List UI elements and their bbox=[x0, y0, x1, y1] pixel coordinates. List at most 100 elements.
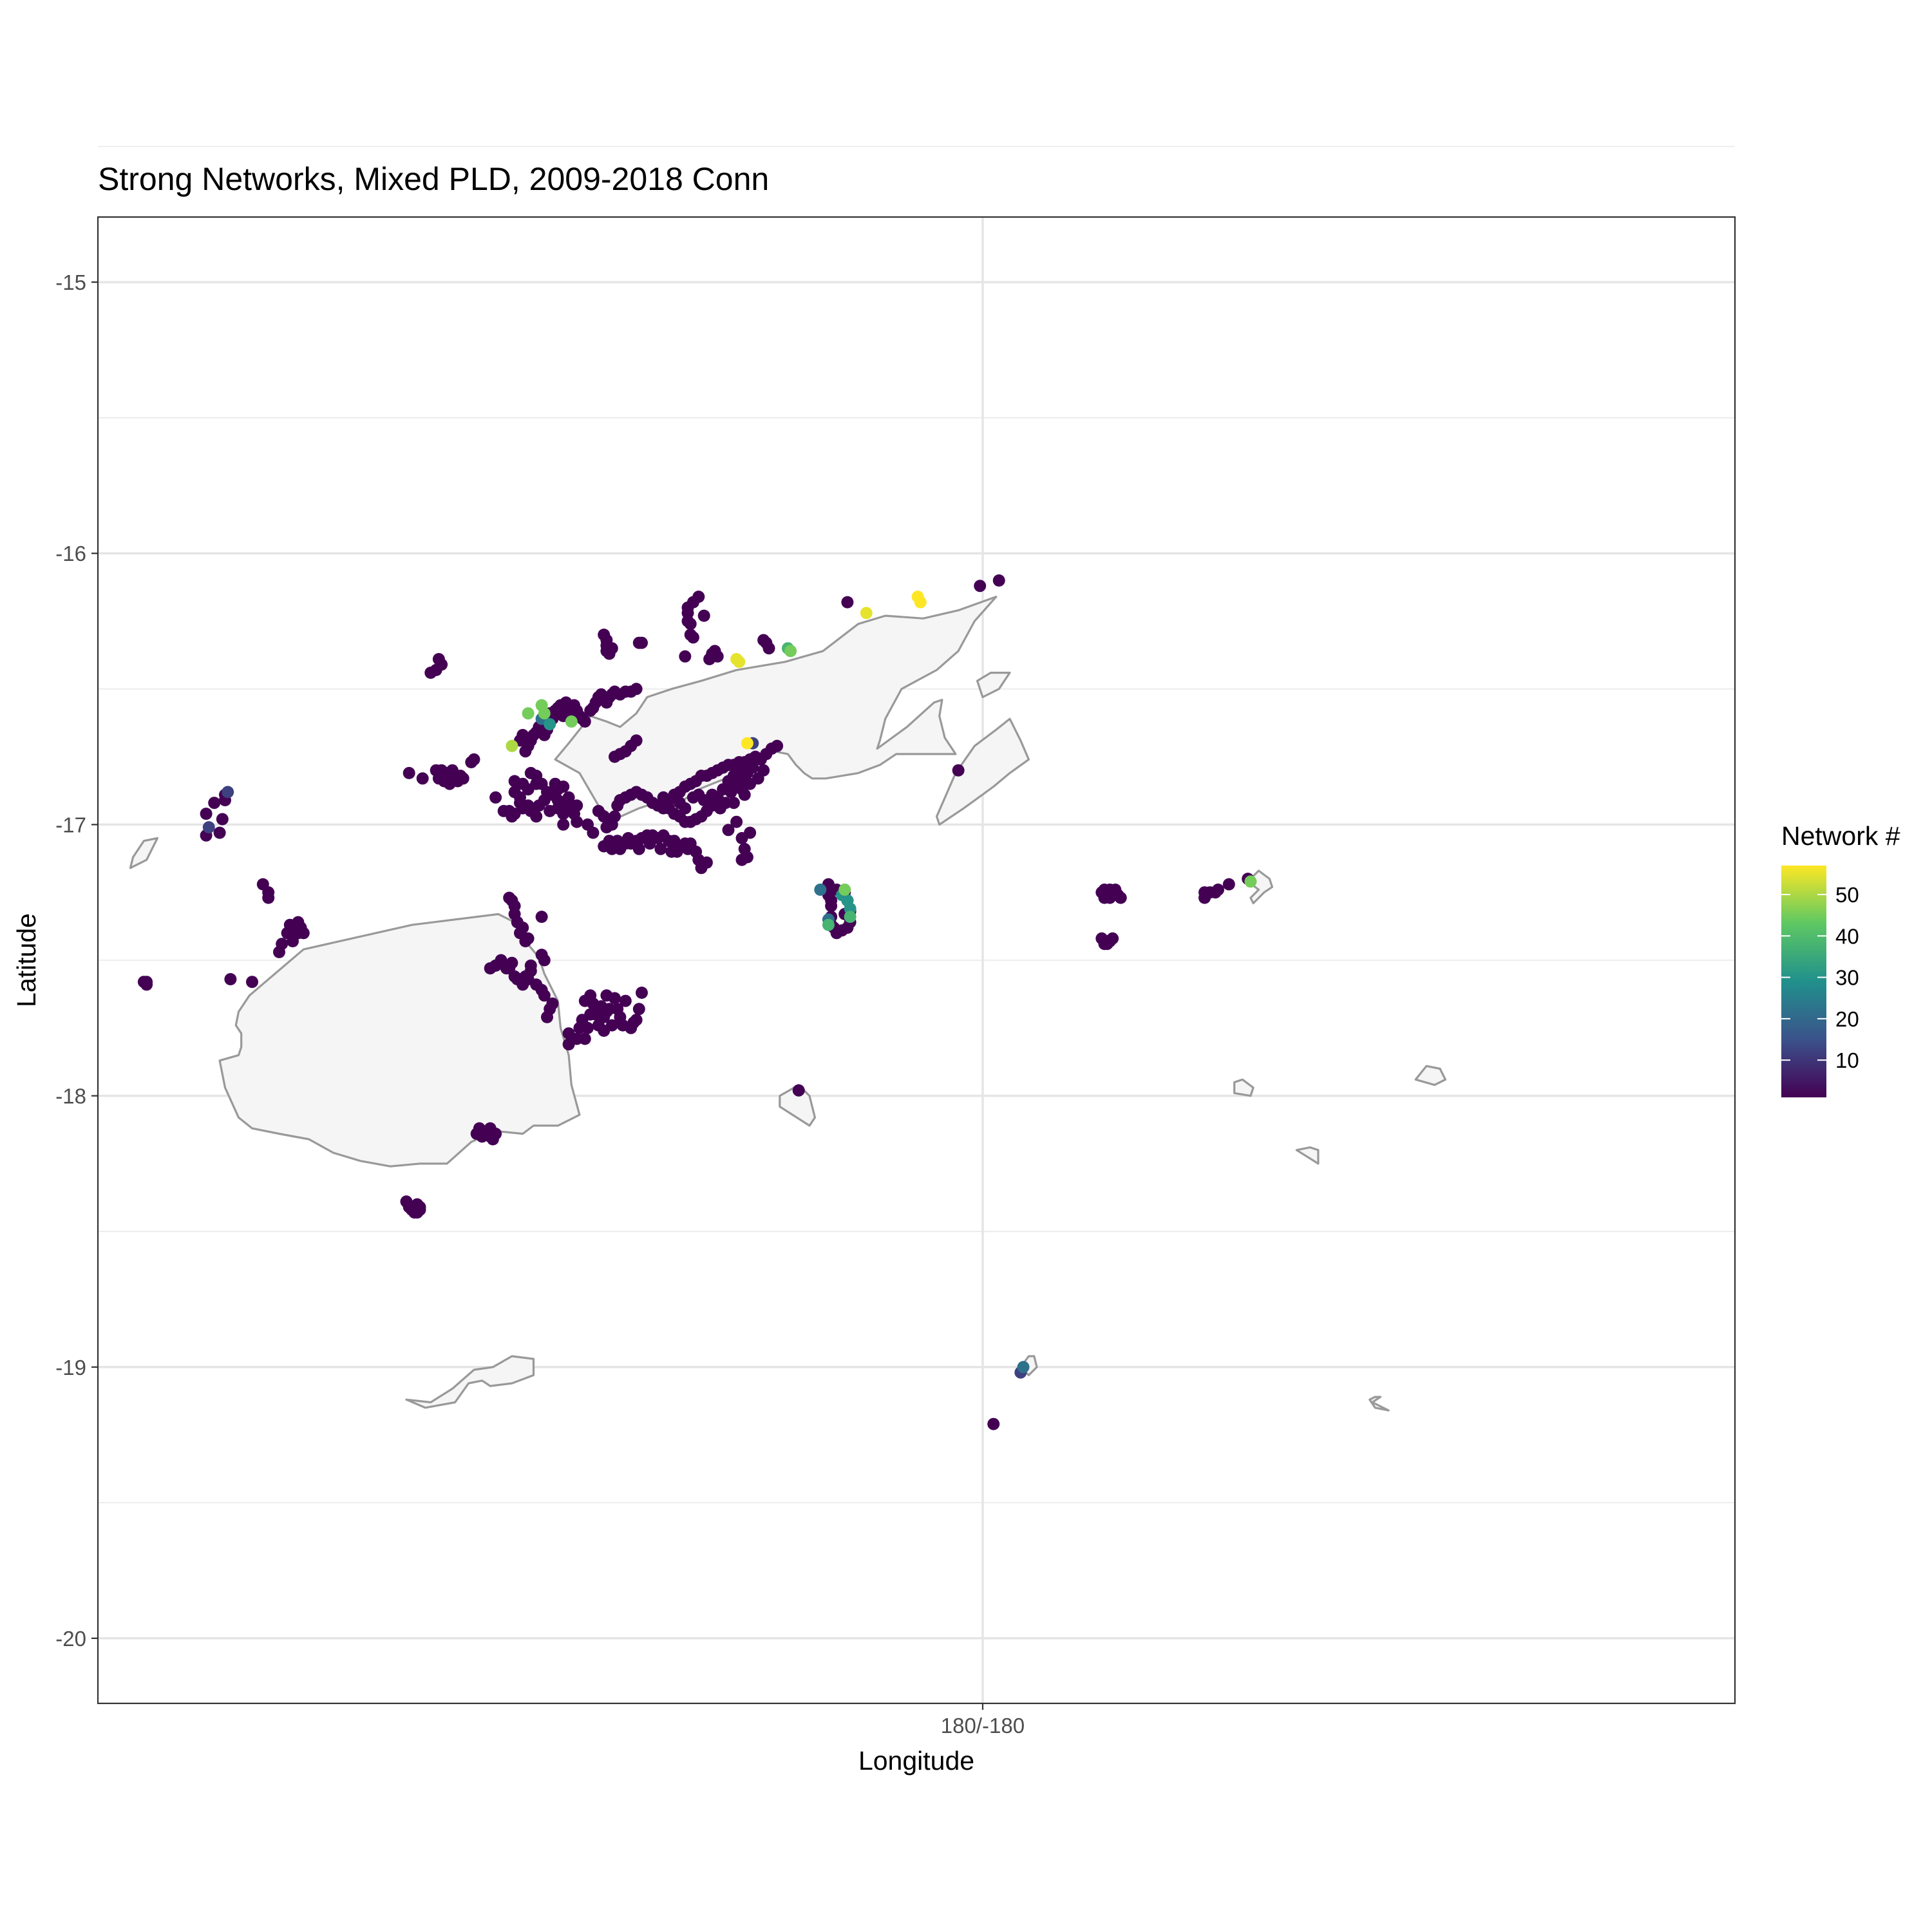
network-point bbox=[489, 791, 502, 804]
network-point bbox=[468, 753, 480, 766]
network-point bbox=[630, 734, 643, 747]
network-point bbox=[202, 821, 215, 834]
y-tick-label: -18 bbox=[55, 1084, 86, 1108]
chart-title: Strong Networks, Mixed PLD, 2009-2018 Co… bbox=[98, 161, 769, 197]
network-point bbox=[746, 761, 759, 774]
network-point bbox=[860, 607, 873, 620]
network-point bbox=[636, 987, 648, 999]
network-point bbox=[744, 826, 757, 839]
island-polygon bbox=[976, 671, 1011, 699]
network-point bbox=[627, 1016, 640, 1029]
y-tick-label: -20 bbox=[55, 1627, 86, 1651]
network-point bbox=[600, 989, 613, 1002]
network-point bbox=[506, 956, 518, 969]
network-point bbox=[200, 808, 213, 820]
legend-title: Network # bbox=[1781, 821, 1900, 851]
network-point bbox=[609, 750, 621, 763]
network-point bbox=[636, 636, 648, 649]
network-point bbox=[489, 1128, 502, 1140]
network-point bbox=[584, 1008, 597, 1021]
network-point bbox=[735, 853, 748, 866]
colorbar-ticks: 10 20 30 40 50 bbox=[1781, 883, 1859, 1072]
colorbar-tick-label: 10 bbox=[1835, 1048, 1859, 1072]
network-point bbox=[544, 718, 556, 731]
network-point bbox=[841, 596, 854, 609]
island-polygon bbox=[1414, 1065, 1446, 1086]
network-point bbox=[405, 1200, 418, 1213]
network-point bbox=[987, 1417, 1000, 1430]
network-point bbox=[530, 810, 543, 823]
network-point bbox=[784, 645, 797, 658]
network-point bbox=[524, 959, 537, 972]
network-point bbox=[1103, 891, 1116, 904]
network-point bbox=[600, 1005, 613, 1018]
network-point bbox=[538, 707, 551, 720]
network-point bbox=[457, 772, 469, 785]
network-point bbox=[262, 891, 275, 904]
network-point bbox=[516, 922, 529, 934]
network-point bbox=[506, 739, 518, 752]
network-point bbox=[571, 1032, 583, 1045]
x-tick-label: 180/-180 bbox=[941, 1714, 1025, 1738]
network-point bbox=[605, 1019, 618, 1032]
network-point bbox=[519, 745, 532, 758]
colorbar bbox=[1781, 866, 1826, 1097]
network-point bbox=[844, 911, 857, 923]
x-axis-title: Longitude bbox=[858, 1746, 974, 1776]
network-point bbox=[741, 737, 753, 750]
network-point bbox=[578, 715, 591, 728]
network-point bbox=[619, 994, 632, 1007]
network-point bbox=[697, 609, 710, 622]
legend: Network # 10 20 30 40 50 bbox=[1781, 821, 1900, 1097]
network-point bbox=[733, 764, 746, 777]
network-point bbox=[140, 978, 153, 991]
network-point bbox=[632, 1003, 645, 1016]
y-tick-label: -19 bbox=[55, 1356, 86, 1379]
y-axis-title: Latitude bbox=[12, 913, 41, 1007]
network-point bbox=[1212, 884, 1224, 896]
network-point bbox=[632, 842, 645, 855]
network-point bbox=[222, 786, 234, 799]
network-point bbox=[544, 804, 556, 817]
colorbar-tick-label: 40 bbox=[1835, 924, 1859, 948]
network-point bbox=[679, 650, 692, 663]
network-point bbox=[551, 783, 564, 796]
network-point bbox=[495, 954, 507, 967]
network-point bbox=[822, 918, 835, 931]
minor-gridlines bbox=[98, 146, 1735, 1504]
network-point bbox=[435, 658, 448, 671]
network-point bbox=[771, 739, 784, 752]
network-point bbox=[952, 764, 965, 777]
network-point bbox=[538, 989, 551, 1002]
network-point bbox=[762, 642, 775, 655]
network-point bbox=[1101, 938, 1113, 951]
network-point bbox=[224, 973, 237, 985]
network-point bbox=[687, 631, 699, 644]
network-point bbox=[622, 832, 634, 844]
network-point bbox=[692, 591, 705, 603]
island-polygon bbox=[779, 1084, 817, 1127]
network-point bbox=[630, 683, 643, 696]
network-point bbox=[700, 856, 713, 869]
network-point bbox=[508, 775, 521, 788]
network-point bbox=[914, 596, 927, 609]
island-polygon bbox=[935, 717, 1030, 826]
network-point bbox=[670, 846, 683, 858]
network-point bbox=[208, 797, 221, 810]
network-point bbox=[287, 935, 299, 947]
network-point bbox=[538, 954, 551, 967]
island-polygon bbox=[129, 837, 158, 869]
network-point bbox=[1244, 875, 1257, 888]
y-axis: -15 -16 -17 -18 -19 -20 bbox=[55, 270, 98, 1651]
network-point bbox=[1017, 1361, 1030, 1374]
network-point bbox=[684, 618, 697, 630]
network-point bbox=[838, 884, 851, 896]
network-point bbox=[546, 997, 559, 1010]
island-polygon bbox=[1295, 1146, 1320, 1165]
network-point bbox=[216, 813, 229, 826]
network-point bbox=[654, 842, 667, 855]
network-point bbox=[416, 772, 429, 785]
major-gridlines bbox=[98, 217, 1735, 1703]
colorbar-tick-label: 20 bbox=[1835, 1007, 1859, 1031]
network-point bbox=[814, 884, 827, 896]
